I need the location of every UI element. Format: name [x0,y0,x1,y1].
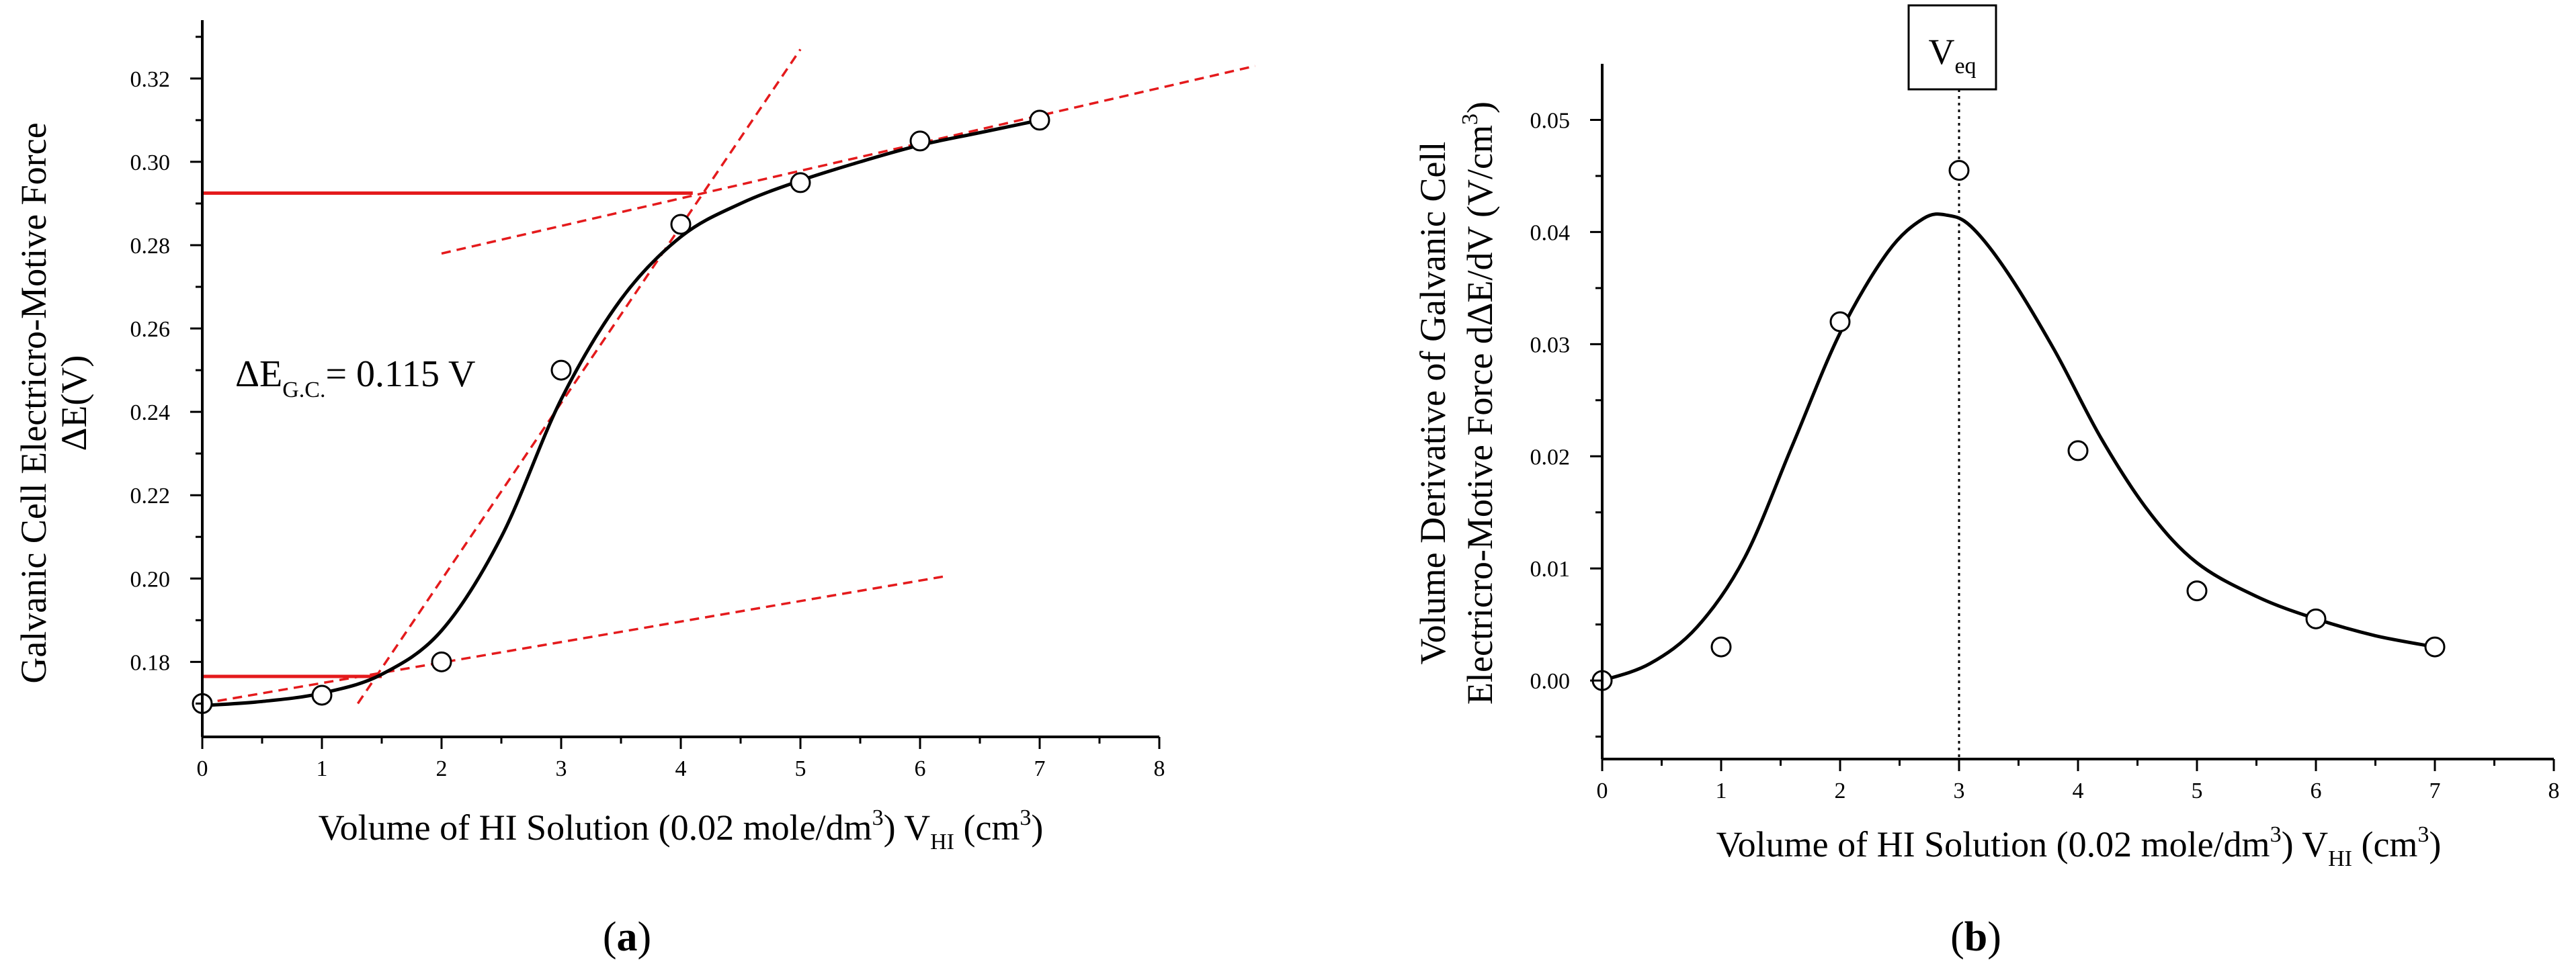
panel-b-x-tick-label: 1 [1716,779,1727,803]
panel-b-data-point [2186,580,2208,602]
panel-a: 0 1 2 3 4 5 6 7 8 0.18 0.20 0.22 0.24 0.26 0.28 0.30 0.3… [13,20,1255,960]
panel-a-y-tick-label: 0.32 [130,67,171,92]
panel-a-x-tick-label: 3 [556,756,567,781]
panel-a-fit-curve [202,118,1040,707]
panel-b-x-tick-label: 6 [2311,779,2322,803]
panel-b-x-tick-label: 3 [1954,779,1965,803]
panel-b-y-tick-label: 0.05 [1530,108,1571,133]
panel-a-y-tick-label: 0.20 [130,567,171,592]
panel-b-label: (b) [1950,914,2001,960]
panel-a-y-tick-label: 0.24 [130,400,171,425]
panel-a-data-point [909,130,931,152]
panel-b-y-tick-label: 0.00 [1530,669,1571,694]
panel-b-x-axis-label: Volume of HI Solution (0.02 mole/dm3) VH… [1716,822,2442,871]
panel-a-data-point [670,214,692,235]
panel-b-y-tick-label: 0.02 [1530,445,1571,470]
tangent-line [356,48,802,705]
panel-a-data-point [790,172,811,193]
equivalence-label: Veq [1928,32,1976,79]
panel-b-y-tick-label: 0.03 [1530,333,1571,357]
panel-a-x-tick-label: 5 [795,756,806,781]
panel-b-data-point [1710,636,1732,658]
panel-a-data-point [311,684,333,706]
panel-b-x-tick-label: 0 [1597,779,1608,803]
panel-a-label: (a) [603,914,651,960]
panel-b-y-tick-label: 0.04 [1530,220,1571,245]
panel-a-data-point [1029,109,1050,131]
tangent-line [202,575,944,705]
panel-a-y-tick-label: 0.28 [130,234,171,259]
panel-b-y-tick-label: 0.01 [1530,557,1571,582]
panel-b-fit-curve [1602,212,2436,682]
panel-a-y-axis-label-line2: ΔE(V) [54,355,94,451]
panel-b-data-point [2305,608,2327,629]
panel-b-data-point [2067,440,2089,461]
panel-a-data-point [431,651,452,672]
panel-b-y-axis-label-line1: Volume Derivative of Galvanic Cell [1413,142,1453,665]
panel-b-x-tick-label: 4 [2073,779,2084,803]
panel-a-x-tick-label: 8 [1154,756,1165,781]
panel-a-annotation: ΔEG.C.= 0.115 V [235,353,475,402]
panel-b: 0 1 2 3 4 5 6 7 8 0.00 0.01 0.02 0.03 0.04 0.05 Veq Vo… [1413,4,2560,960]
panel-a-x-tick-label: 4 [675,756,687,781]
panel-b-data-point [1948,160,1970,181]
panel-a-y-axis-label-line1: Galvanic Cell Electricro-Motive Force [13,122,54,683]
panel-a-x-tick-label: 0 [197,756,208,781]
panel-b-data-point [1829,311,1851,333]
panel-b-x-tick-label: 8 [2548,779,2560,803]
panel-b-data-point [2424,636,2446,658]
panel-a-x-tick-label: 1 [317,756,328,781]
equivalence-label-box [1907,4,1997,91]
panel-a-y-tick-label: 0.26 [130,317,171,342]
panel-a-y-tick-label: 0.30 [130,150,171,175]
tangent-line [441,64,1255,255]
panel-b-y-axis-label-line2: Electricro-Motive Force dΔE/dV (V/cm3) [1458,101,1500,705]
panel-b-x-tick-label: 7 [2429,779,2441,803]
panel-b-x-tick-label: 5 [2192,779,2203,803]
panel-a-x-tick-label: 2 [436,756,448,781]
panel-a-data-point [550,359,572,381]
panel-b-x-tick-label: 2 [1835,779,1846,803]
panel-a-x-axis-label: Volume of HI Solution (0.02 mole/dm3) VH… [319,805,1044,854]
panel-a-y-tick-label: 0.22 [130,484,171,508]
panel-a-x-tick-label: 7 [1034,756,1046,781]
panel-a-x-tick-label: 6 [915,756,926,781]
panel-a-y-tick-label: 0.18 [130,650,171,675]
